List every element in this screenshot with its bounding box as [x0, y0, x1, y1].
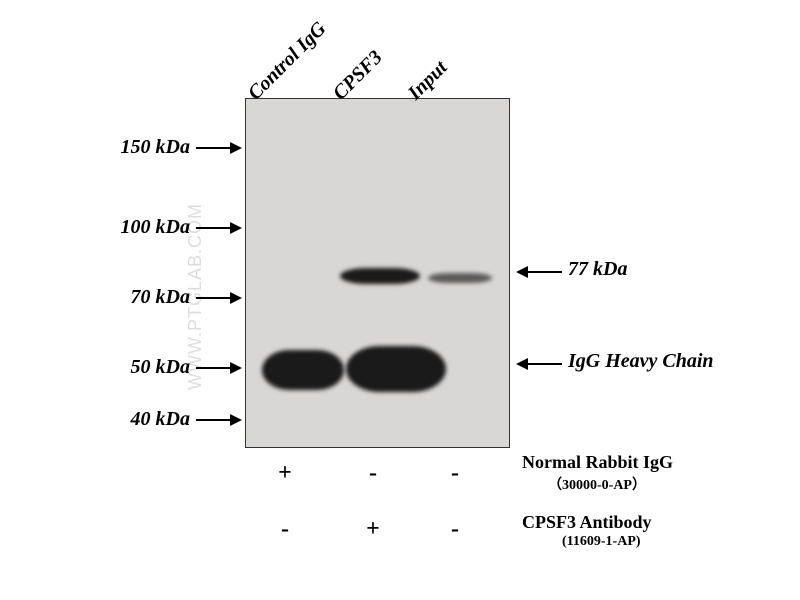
arrow-icon	[528, 271, 562, 273]
arrow-icon	[230, 142, 242, 154]
band-cpsf3-igg-hc	[346, 346, 446, 392]
arrow-icon	[528, 363, 562, 365]
mw-label-50: 50 kDa	[95, 356, 190, 379]
lane-label-control-igg: Control IgG	[244, 18, 331, 105]
lane-label-cpsf3: CPSF3	[329, 46, 388, 105]
reagent-catalog-30000-0-ap: （30000-0-AP）	[548, 474, 646, 494]
blot-figure: WWW.PTGLAB.COM Control IgG CPSF3 Input 1…	[0, 0, 800, 600]
pm-mark: -	[270, 516, 300, 543]
arrow-icon	[196, 147, 230, 149]
pm-mark: +	[358, 516, 388, 543]
mw-label-40: 40 kDa	[95, 408, 190, 431]
band-control-igg-hc	[262, 350, 344, 390]
mw-label-150: 150 kDa	[95, 136, 190, 159]
pm-mark: -	[440, 516, 470, 543]
pm-mark: -	[440, 460, 470, 487]
band-label-igg-hc: IgG Heavy Chain	[568, 350, 714, 373]
arrow-icon	[516, 266, 528, 278]
mw-label-100: 100 kDa	[95, 216, 190, 239]
reagent-name-cpsf3-antibody: CPSF3 Antibody	[522, 512, 652, 533]
band-cpsf3-77kda	[340, 268, 420, 284]
pm-mark: +	[270, 460, 300, 487]
arrow-icon	[196, 227, 230, 229]
arrow-icon	[230, 222, 242, 234]
arrow-icon	[516, 358, 528, 370]
arrow-icon	[230, 414, 242, 426]
arrow-icon	[230, 292, 242, 304]
arrow-icon	[196, 367, 230, 369]
arrow-icon	[230, 362, 242, 374]
reagent-catalog-11609-1-ap: (11609-1-AP)	[562, 534, 641, 550]
mw-label-70: 70 kDa	[95, 286, 190, 309]
band-label-77kda: 77 kDa	[568, 258, 627, 281]
band-input-77kda	[428, 273, 492, 283]
reagent-name-normal-rabbit-igg: Normal Rabbit IgG	[522, 452, 673, 473]
pm-mark: -	[358, 460, 388, 487]
arrow-icon	[196, 419, 230, 421]
arrow-icon	[196, 297, 230, 299]
